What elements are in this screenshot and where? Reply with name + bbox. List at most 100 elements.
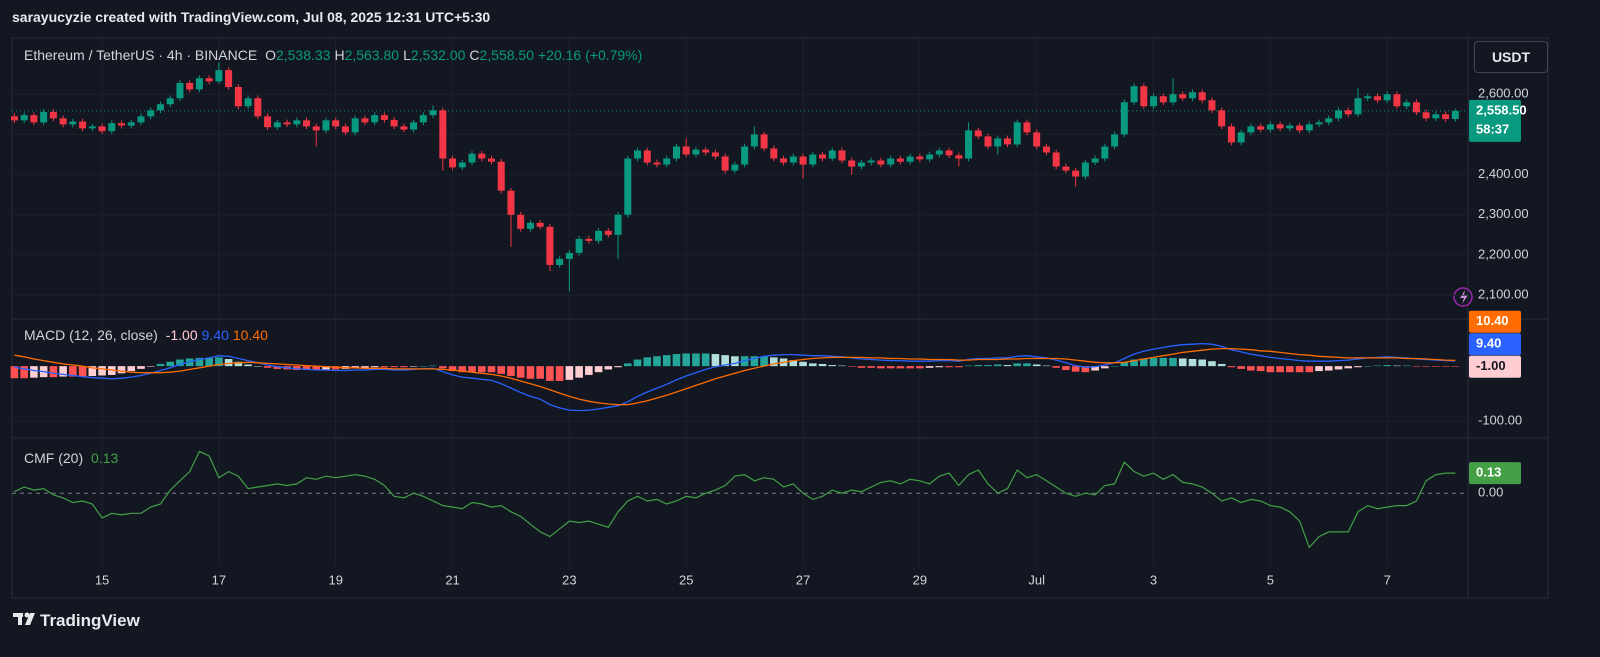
histogram-bar: [409, 366, 418, 367]
histogram-bar: [195, 357, 204, 367]
histogram-bar: [1032, 364, 1041, 367]
x-tick-label: 7: [1384, 572, 1391, 587]
ohlc-letter: C: [469, 47, 480, 63]
cmf-tag: [1469, 462, 1521, 485]
histogram-bar: [808, 363, 817, 367]
histogram-bar: [838, 365, 846, 367]
candle-body: [1208, 100, 1216, 111]
candle-body: [127, 122, 135, 126]
histogram-bar: [312, 366, 321, 370]
macd-line: [14, 347, 1456, 406]
histogram-bar: [604, 366, 613, 370]
candle-body: [692, 149, 700, 155]
histogram-bar: [127, 366, 136, 372]
histogram-bar: [1169, 357, 1177, 367]
histogram-bar: [137, 366, 145, 369]
candle-body: [234, 87, 242, 107]
cmf-title: CMF (20): [24, 450, 84, 466]
candle-body: [293, 120, 301, 125]
candle-body: [896, 158, 904, 162]
histogram-bar: [935, 366, 944, 368]
candle-body: [254, 98, 262, 117]
candle-body: [215, 70, 223, 82]
histogram-bar: [770, 357, 778, 367]
histogram-bar: [205, 357, 213, 367]
candle-body: [867, 160, 875, 163]
candle-body: [351, 118, 359, 133]
ohlc-letter: O: [265, 47, 276, 63]
candle-body: [731, 164, 739, 171]
ohlc-letter: H: [334, 47, 345, 63]
candle-body: [400, 126, 408, 130]
y-tick-label: 2,200.00: [1478, 246, 1529, 261]
candle-body: [1188, 92, 1196, 99]
candle-body: [10, 116, 18, 121]
candle-body: [780, 158, 788, 163]
candle-body: [682, 146, 690, 155]
histogram-bar: [857, 366, 866, 368]
histogram-bar: [565, 366, 574, 380]
candle-body: [916, 156, 924, 160]
candle-body: [965, 130, 973, 159]
histogram-bar: [955, 366, 963, 368]
x-tick-label: 17: [212, 572, 226, 587]
alert-icon-bolt: [1460, 290, 1468, 304]
histogram-bar: [575, 366, 583, 378]
candle-body: [341, 126, 349, 133]
histogram-bar: [1101, 366, 1109, 369]
candle-body: [789, 156, 797, 163]
cmf-line: [14, 450, 1456, 549]
histogram-bar: [1023, 363, 1031, 367]
candle-body: [526, 222, 534, 229]
candle-body: [1218, 110, 1226, 127]
histogram-bar: [1120, 362, 1129, 367]
histogram-bar: [176, 359, 184, 367]
candle-body: [1101, 146, 1109, 159]
candle-body: [478, 153, 486, 159]
histogram-bar: [448, 366, 457, 372]
histogram-bar: [117, 366, 126, 374]
cmf-legend: CMF (20) 0.13: [24, 450, 122, 466]
histogram-bar: [302, 366, 311, 370]
histogram-bar: [594, 366, 603, 373]
candle-body: [108, 123, 116, 132]
histogram-bar: [361, 366, 369, 368]
histogram-bar: [546, 366, 554, 381]
price-legend: Ethereum / TetherUS · 4h · BINANCE O2,53…: [24, 47, 646, 63]
candle-body: [955, 155, 963, 159]
histogram-bar: [263, 366, 272, 368]
candle-body: [1286, 125, 1294, 129]
candle-body: [1227, 126, 1235, 143]
footer-logo-mark: [13, 612, 35, 625]
candle-body: [546, 226, 554, 265]
histogram-bar: [1373, 365, 1382, 367]
candle-body: [1364, 96, 1372, 99]
histogram-bar: [818, 363, 827, 367]
candle-body: [1130, 86, 1138, 103]
histogram-bar: [1188, 359, 1197, 367]
candle-body: [118, 123, 126, 126]
x-tick-label: 29: [913, 572, 927, 587]
candle-body: [1383, 94, 1391, 101]
candle-body: [137, 116, 145, 123]
candle-body: [1325, 118, 1333, 123]
candle-body: [439, 110, 447, 159]
histogram-bar: [1422, 366, 1430, 367]
histogram-bar: [322, 366, 330, 370]
candle-body: [624, 158, 632, 215]
candle-body: [663, 158, 671, 165]
line-tag-text: 10.40: [1476, 313, 1509, 328]
histogram-bar: [653, 356, 661, 367]
candle-body: [1179, 94, 1187, 99]
histogram-bar: [458, 366, 467, 373]
histogram-bar: [555, 366, 564, 381]
histogram-bar: [1081, 366, 1090, 373]
candle-body: [79, 121, 87, 129]
currency-button[interactable]: USDT: [1474, 41, 1548, 73]
histogram-bar: [643, 357, 652, 367]
histogram-bar: [292, 366, 301, 370]
candle-body: [1072, 170, 1080, 177]
histogram-bar: [429, 365, 437, 367]
histogram-bar: [1402, 365, 1411, 367]
histogram-bar: [1393, 365, 1401, 367]
